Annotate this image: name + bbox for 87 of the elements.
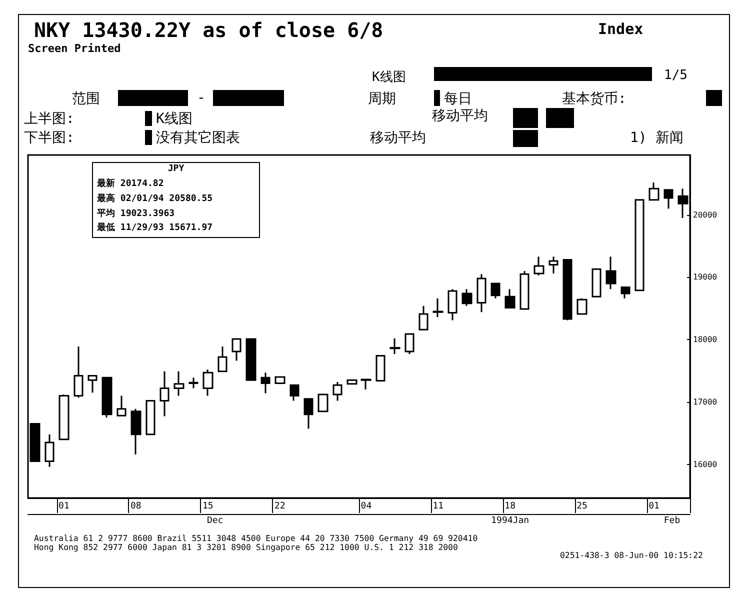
- candlestick: [504, 288, 516, 309]
- text: Feb: [664, 516, 680, 526]
- candlestick: [318, 394, 328, 412]
- annotation: 最新 20174.82: [97, 177, 164, 190]
- text: 1) 新闻: [630, 129, 684, 147]
- y-tick-label: 18000: [693, 335, 718, 344]
- candlestick: [360, 378, 372, 390]
- x-tick-label: 01: [58, 502, 70, 512]
- candlestick: [576, 298, 588, 315]
- candlestick: [520, 270, 530, 310]
- candlestick: [116, 394, 126, 418]
- candlestick: [218, 346, 228, 372]
- text: Index: [598, 20, 644, 38]
- candlestick: [290, 384, 300, 402]
- candlestick: [664, 189, 674, 210]
- candlestick: [160, 370, 170, 418]
- x-tick-label: 22: [274, 502, 286, 512]
- candlestick: [634, 199, 644, 292]
- x-tick-label: 04: [360, 502, 372, 512]
- candlestick: [404, 333, 414, 355]
- chart-title: NKY 13430.22Y as of close 6/8: [34, 18, 384, 42]
- text: 移动平均: [370, 129, 426, 147]
- text: Hong Kong 852 2977 6000 Japan 81 3 3201 8900 Singapore 65 212 1000 U.S. 1 212 318 2000: [34, 542, 458, 552]
- annotation: 平均 19023.3963: [97, 208, 175, 220]
- candlestick: [448, 288, 458, 322]
- x-tick-label: 15: [202, 502, 214, 512]
- candlestick: [174, 370, 184, 396]
- text: 1994Jan: [491, 516, 530, 526]
- x-tick-label: 11: [432, 502, 444, 512]
- text: 上半图:: [24, 110, 74, 128]
- candlestick: [188, 376, 198, 389]
- text: 每日: [444, 90, 472, 108]
- x-tick-label: 18: [504, 502, 516, 512]
- candlestick: [462, 288, 472, 307]
- y-tick-label: 17000: [693, 397, 718, 406]
- text: K线图: [372, 69, 406, 86]
- candlestick: [130, 408, 142, 456]
- candlestick: [418, 305, 428, 330]
- candlestick: [592, 268, 602, 298]
- text: Dec: [206, 516, 224, 526]
- text: K线图: [156, 110, 192, 128]
- candlestick: [376, 355, 386, 382]
- text: 周期: [368, 90, 396, 108]
- text: 下半图:: [24, 129, 74, 147]
- text: -: [197, 90, 206, 106]
- candlestick: [548, 256, 558, 274]
- text: Australia 61 2 9777 8600 Brazil 5511 3048 4500 Europe 44 20 7330 7500 Germany 49 69 920410: [34, 533, 478, 543]
- candlestick: [44, 434, 54, 468]
- candlestick: [562, 259, 572, 322]
- candlestick: [232, 338, 242, 362]
- annotation: 最低 11/29/93 15671.97: [97, 222, 213, 234]
- candlestick: [332, 381, 342, 402]
- text: 1/5: [664, 68, 688, 83]
- candlestick: [58, 394, 70, 440]
- text: 移动平均: [432, 107, 488, 125]
- text: 范围: [72, 90, 100, 108]
- y-tick-label: 20000: [693, 210, 718, 220]
- candlestick: [620, 286, 630, 300]
- candlestick: [490, 282, 500, 300]
- candlestick: [202, 368, 214, 396]
- x-tick-label: 08: [130, 502, 142, 512]
- candlestick: [476, 273, 486, 313]
- candlestick: [390, 338, 400, 355]
- chart-subtitle: Screen Printed: [28, 42, 121, 55]
- x-tick-label: 01: [648, 502, 660, 512]
- text: 0251-438-3 08-Jun-00 10:15:22: [560, 550, 703, 560]
- candlestick: [146, 400, 156, 436]
- candlestick: [304, 398, 314, 430]
- annotation: JPY: [166, 164, 186, 174]
- candlestick: [534, 256, 544, 276]
- text: 基本货币:: [562, 90, 626, 108]
- candlestick: [74, 346, 84, 398]
- candlestick: [648, 182, 660, 201]
- candlestick: [274, 376, 286, 384]
- annotation: 最高 02/01/94 20580.55: [97, 192, 213, 205]
- candlestick: [606, 256, 616, 290]
- text: 没有其它图表: [156, 129, 240, 147]
- y-tick-label: 19000: [693, 272, 718, 282]
- y-tick-label: 16000: [693, 460, 718, 469]
- candlestick: [102, 376, 112, 418]
- x-tick-label: 25: [576, 502, 588, 512]
- candlestick: [432, 298, 444, 318]
- candlestick: [246, 338, 256, 381]
- candlestick: [260, 372, 270, 394]
- candlestick: [346, 379, 358, 385]
- candlestick: [30, 423, 40, 462]
- candlestick: [88, 375, 98, 394]
